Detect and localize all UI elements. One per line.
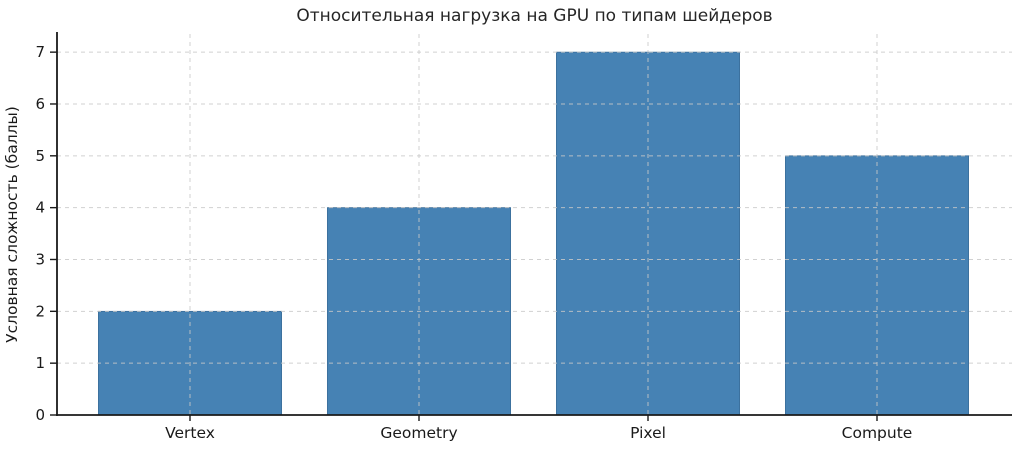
x-tick-label: Geometry [380,424,457,442]
y-tick-label: 6 [35,95,45,113]
y-tick-label: 5 [35,147,45,165]
y-tick-label: 1 [35,354,45,372]
x-tick-label: Pixel [630,424,666,442]
x-tick-label: Vertex [165,424,215,442]
y-axis-label: Условная сложность (баллы) [3,106,21,343]
y-tick-label: 0 [35,406,45,424]
y-tick-label: 7 [35,43,45,61]
y-tick-label: 2 [35,302,45,320]
chart-title: Относительная нагрузка на GPU по типам ш… [296,6,772,26]
y-tick-label: 3 [35,250,45,268]
y-tick-label: 4 [35,199,45,217]
x-tick-label: Compute [842,424,913,442]
